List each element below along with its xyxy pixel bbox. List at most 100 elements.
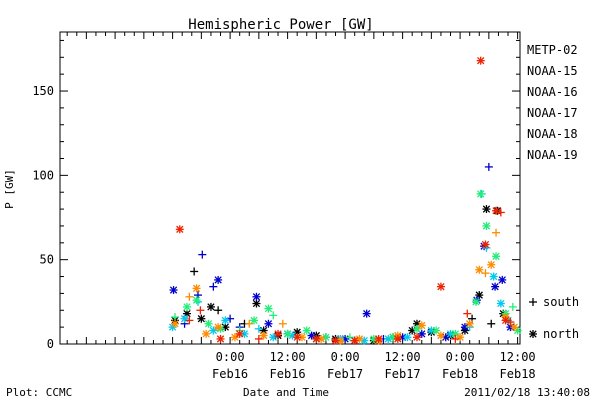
data-point-north <box>269 333 278 342</box>
x-axis-label: Date and Time <box>243 386 329 399</box>
data-point-south <box>254 324 263 333</box>
data-point-south <box>451 334 460 343</box>
data-point-north <box>209 326 218 335</box>
data-point-north <box>252 299 261 308</box>
data-point-north <box>403 333 412 342</box>
data-point-north <box>252 292 261 301</box>
data-point-south <box>254 334 263 343</box>
data-point-north <box>206 302 215 311</box>
data-point-north <box>487 260 496 269</box>
data-point-south <box>278 319 287 328</box>
plot-credit: Plot: CCMC <box>6 386 72 399</box>
data-point-north <box>412 333 421 342</box>
data-point-north <box>180 314 189 323</box>
plot-timestamp: 2011/02/18 13:40:08 <box>464 386 590 399</box>
data-point-north <box>202 329 211 338</box>
data-point-north <box>264 319 273 328</box>
data-point-north <box>250 316 259 325</box>
data-point-north <box>498 275 507 284</box>
series-noaa-15 <box>169 162 515 343</box>
x-tick-label-time: 0:00 <box>331 350 360 364</box>
data-point-north <box>182 302 191 311</box>
data-point-north <box>230 333 239 342</box>
legend-item: NOAA-16 <box>527 85 578 99</box>
x-tick-label-date: Feb17 <box>385 367 421 381</box>
y-tick-label: 50 <box>40 253 54 267</box>
data-point-north <box>204 319 213 328</box>
data-point-south <box>185 292 194 301</box>
south-symbol-icon <box>529 298 537 306</box>
x-tick-label-time: 12:00 <box>270 350 306 364</box>
data-point-north <box>471 297 480 306</box>
data-point-south <box>245 319 254 328</box>
data-point-north <box>216 334 225 343</box>
symbol-legend-label: north <box>543 327 579 341</box>
data-point-north <box>491 282 500 291</box>
y-tick-label: 0 <box>47 337 54 351</box>
data-point-south <box>345 333 354 342</box>
x-tick-label-date: Feb16 <box>212 367 248 381</box>
data-point-north <box>350 336 359 345</box>
data-point-north <box>476 56 485 65</box>
data-point-north <box>175 225 184 234</box>
data-point-north <box>293 333 302 342</box>
symbol-legend-label: south <box>543 295 579 309</box>
data-point-north <box>235 329 244 338</box>
data-point-north <box>259 331 268 340</box>
north-symbol-icon <box>529 330 537 338</box>
x-tick-label-time: 12:00 <box>385 350 421 364</box>
x-tick-label-time: 12:00 <box>500 350 536 364</box>
data-point-north <box>465 319 474 328</box>
legend-item: NOAA-17 <box>527 106 578 120</box>
data-point-south <box>196 306 205 315</box>
plot-frame <box>59 31 521 345</box>
data-point-north <box>475 265 484 274</box>
symbol-legend: south north <box>529 295 579 341</box>
x-tick-label-date: Feb17 <box>327 367 363 381</box>
data-point-north <box>214 323 223 332</box>
x-tick-label-date: Feb16 <box>270 367 306 381</box>
data-point-south <box>214 306 223 315</box>
data-point-north <box>412 324 421 333</box>
data-point-north <box>274 329 283 338</box>
x-tick-label-date: Feb18 <box>500 367 536 381</box>
data-point-north <box>264 304 273 313</box>
data-point-north <box>192 296 201 305</box>
data-point-south <box>194 291 202 300</box>
legend-item: NOAA-18 <box>527 127 578 141</box>
y-tick-label: 150 <box>32 84 54 98</box>
data-point-south <box>463 309 472 318</box>
data-point-north <box>492 206 501 215</box>
data-point-north <box>510 323 519 332</box>
data-point-south <box>269 311 278 320</box>
series-noaa-16 <box>168 189 513 345</box>
data-point-north <box>393 334 402 343</box>
y-tick-label: 100 <box>32 168 54 182</box>
data-point-south <box>506 318 515 327</box>
data-point-south <box>209 282 218 291</box>
data-point-north <box>501 316 510 325</box>
data-point-north <box>192 284 201 293</box>
data-point-south <box>487 319 496 328</box>
legend-item: NOAA-15 <box>527 64 578 78</box>
y-axis-label: P [GW] <box>3 169 16 209</box>
data-point-south <box>198 250 207 259</box>
data-point-north <box>436 331 445 340</box>
data-point-north <box>221 316 230 325</box>
series-metp-02 <box>171 205 508 345</box>
x-tick-label-date: Feb18 <box>442 367 478 381</box>
data-point-north <box>283 329 292 338</box>
data-point-south <box>481 269 490 278</box>
data-point-north <box>496 299 505 308</box>
data-point-north <box>362 309 371 318</box>
data-point-north <box>481 240 490 249</box>
data-point-north <box>312 334 321 343</box>
data-point-south <box>171 313 179 322</box>
data-point-north <box>476 189 485 198</box>
data-point-north <box>482 221 491 230</box>
chart-title: Hemispheric Power [GW] <box>188 17 373 33</box>
x-tick-label-time: 0:00 <box>446 350 475 364</box>
data-point-north <box>302 326 311 335</box>
data-point-south <box>190 267 199 276</box>
